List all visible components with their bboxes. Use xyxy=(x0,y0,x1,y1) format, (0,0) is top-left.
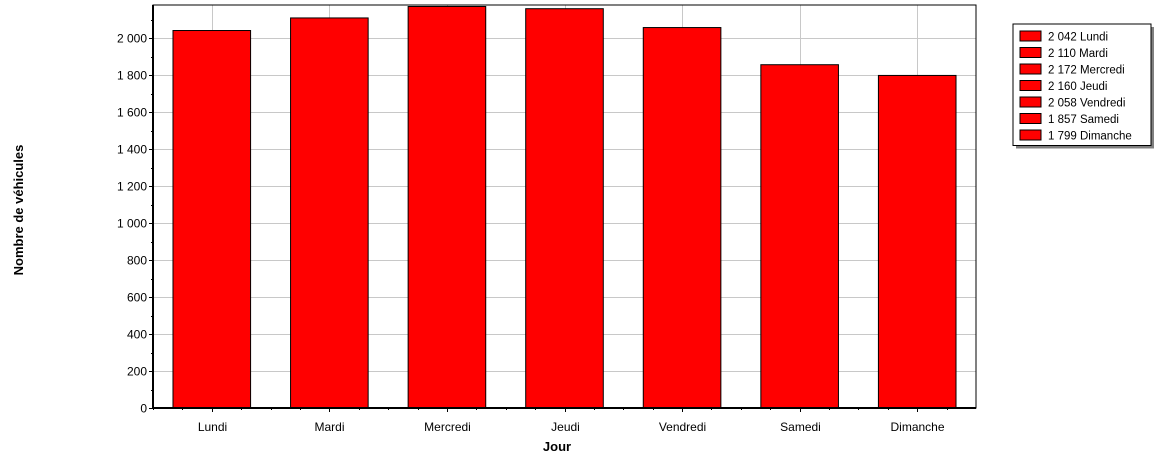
y-tick-label: 1 600 xyxy=(117,106,147,120)
legend-swatch xyxy=(1019,113,1042,124)
bar-lundi xyxy=(172,30,252,409)
legend-swatch xyxy=(1019,30,1042,42)
legend-entry: 2 042 Lundi xyxy=(1048,32,1108,44)
y-tick-label: 1 200 xyxy=(117,180,147,194)
legend-swatch xyxy=(1019,80,1042,91)
legend-entry: 1 799 Dimanche xyxy=(1048,131,1132,143)
tick-labels: 0 200 400 600 800 1 000 1 200 1 400 1 600 1 800 2 … xyxy=(117,32,945,435)
y-tick-label: 200 xyxy=(127,365,147,379)
y-tick-label: 800 xyxy=(127,254,147,268)
legend-entry: 1 857 Samedi xyxy=(1048,114,1119,126)
axes xyxy=(149,5,976,412)
bar-samedi xyxy=(760,64,839,409)
y-axis-title: Nombre de véhicules xyxy=(11,145,26,276)
y-tick-label: 600 xyxy=(127,291,147,305)
x-tick-label: Mercredi xyxy=(424,420,471,434)
x-tick-label: Samedi xyxy=(780,420,821,434)
y-tick-label: 2 000 xyxy=(117,32,147,46)
y-tick-label: 1 800 xyxy=(117,69,147,83)
legend-swatch xyxy=(1019,96,1042,108)
bar-vendredi xyxy=(642,27,722,409)
bar-dimanche xyxy=(877,74,957,409)
bar-mardi xyxy=(290,17,369,409)
legend-entry: 2 110 Mardi xyxy=(1048,48,1108,60)
bar-mercredi xyxy=(407,5,487,409)
y-tick-label: 1 000 xyxy=(117,217,147,231)
x-tick-label: Lundi xyxy=(198,420,227,434)
y-tick-label: 1 400 xyxy=(117,143,147,157)
x-tick-label: Jeudi xyxy=(551,420,580,434)
y-tick-label: 0 xyxy=(140,402,147,416)
legend-swatch xyxy=(1019,63,1042,75)
legend-entry: 2 160 Jeudi xyxy=(1048,81,1107,93)
legend-swatch xyxy=(1019,47,1042,58)
x-tick-label: Vendredi xyxy=(659,420,706,434)
legend-swatch xyxy=(1019,129,1042,141)
bars xyxy=(172,5,957,409)
y-tick-label: 400 xyxy=(127,328,147,342)
bar-jeudi xyxy=(525,8,604,409)
x-axis-title: Jour xyxy=(543,439,571,454)
x-tick-label: Dimanche xyxy=(890,420,944,434)
legend-entry: 2 172 Mercredi xyxy=(1048,65,1125,77)
x-tick-label: Mardi xyxy=(314,420,344,434)
legend-entry: 2 058 Vendredi xyxy=(1048,98,1125,110)
legend: 2 042 Lundi 2 110 Mardi 2 172 Mercredi 2 16… xyxy=(1012,23,1154,149)
